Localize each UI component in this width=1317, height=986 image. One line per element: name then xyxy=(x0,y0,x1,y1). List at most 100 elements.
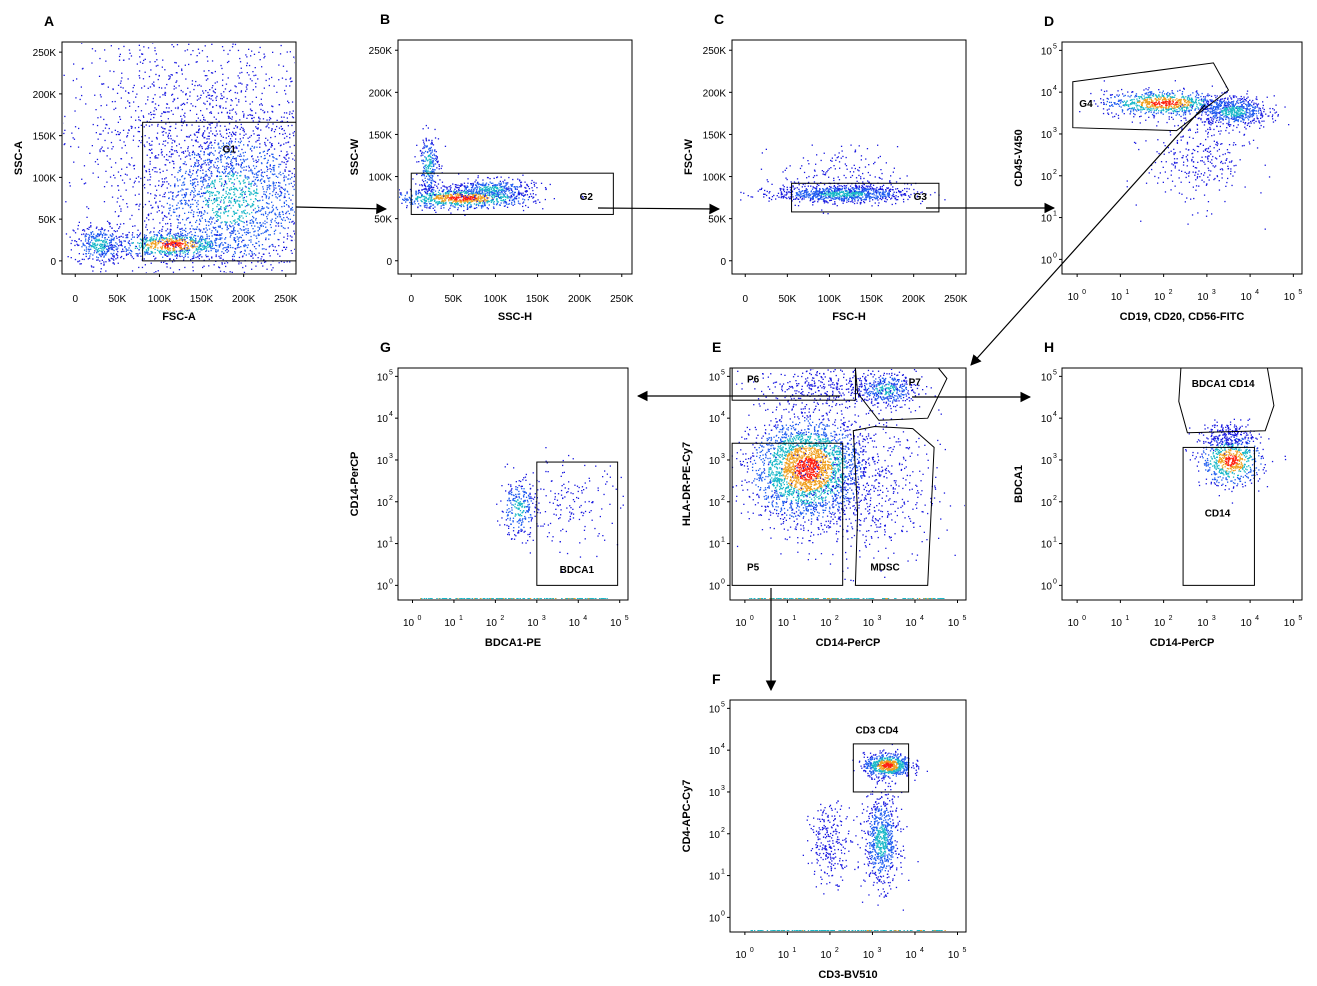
y-axis-label: FSC-W xyxy=(683,138,695,175)
x-tick-label: 10 xyxy=(778,950,790,961)
x-tick-label: 10 xyxy=(905,950,917,961)
cell-population xyxy=(65,220,134,272)
x-tick-label: 10 xyxy=(1154,618,1166,629)
cell-population xyxy=(1188,418,1262,455)
y-tick-label: 10 xyxy=(1041,372,1053,383)
gate-cd3-cd4: CD3 CD4 xyxy=(852,725,910,793)
panel-a: A 0 50K 100K 150K 200K 250K 0 50K 100K 150K 200K 250… xyxy=(13,13,298,323)
y-tick-exponent: 0 xyxy=(721,578,725,585)
x-tick-label: 10 xyxy=(610,618,622,629)
x-tick-exponent: 3 xyxy=(542,615,546,622)
panel-letter: C xyxy=(714,11,724,27)
cell-population xyxy=(857,764,919,911)
x-tick-label: 0 xyxy=(408,294,414,305)
x-tick-exponent: 4 xyxy=(1255,289,1259,296)
panel-d: D10 0 10 1 10 2 10 3 10 4 10 510 010 110 210 310 410 5CD1… xyxy=(1013,13,1303,323)
x-axis-ticks: 10 0 10 1 10 2 10 3 10 4 10 5 xyxy=(403,600,629,629)
x-tick-exponent: 4 xyxy=(920,615,924,622)
y-tick-exponent: 2 xyxy=(1053,169,1057,176)
cell-population xyxy=(849,369,928,412)
gate-label: G2 xyxy=(580,192,594,203)
y-tick-exponent: 3 xyxy=(389,453,393,460)
y-tick-label: 10 xyxy=(709,456,721,467)
x-tick-label: 10 xyxy=(1284,292,1296,303)
y-axis-label: BDCA1 xyxy=(1013,465,1025,503)
cell-population xyxy=(740,175,946,207)
y-tick-exponent: 3 xyxy=(1053,453,1057,460)
cell-population xyxy=(802,800,858,895)
y-tick-label: 10 xyxy=(709,913,721,924)
y-tick-exponent: 4 xyxy=(1053,411,1057,418)
y-tick-label: 10 xyxy=(1041,214,1053,225)
y-tick-label: 10 xyxy=(377,372,389,383)
x-tick-exponent: 2 xyxy=(835,615,839,622)
axis-pileup xyxy=(749,598,945,599)
x-tick-label: 0 xyxy=(742,294,748,305)
x-tick-label: 10 xyxy=(486,618,498,629)
y-tick-exponent: 2 xyxy=(721,495,725,502)
x-axis-label: CD19, CD20, CD56-FITC xyxy=(1120,311,1245,323)
x-tick-label: 100K xyxy=(818,294,842,305)
x-tick-exponent: 5 xyxy=(962,947,966,954)
x-tick-exponent: 1 xyxy=(1125,615,1129,622)
x-tick-label: 250K xyxy=(274,294,298,305)
event-dots xyxy=(1185,418,1287,504)
x-tick-label: 10 xyxy=(778,618,790,629)
gate-label: P5 xyxy=(747,563,760,574)
y-tick-label: 10 xyxy=(1041,255,1053,266)
x-tick-label: 10 xyxy=(1111,618,1123,629)
x-tick-exponent: 5 xyxy=(1298,615,1302,622)
x-tick-exponent: 4 xyxy=(1255,615,1259,622)
plot-frame xyxy=(731,39,967,275)
y-tick-exponent: 0 xyxy=(1053,578,1057,585)
x-tick-label: 10 xyxy=(948,950,960,961)
x-tick-exponent: 0 xyxy=(1082,615,1086,622)
y-tick-label: 10 xyxy=(709,540,721,551)
cell-population xyxy=(63,43,295,273)
x-tick-label: 50K xyxy=(778,294,796,305)
x-tick-exponent: 5 xyxy=(962,615,966,622)
y-tick-label: 10 xyxy=(709,581,721,592)
gate-p6: P6 xyxy=(731,367,856,401)
y-tick-exponent: 5 xyxy=(721,701,725,708)
x-tick-exponent: 3 xyxy=(877,947,881,954)
x-tick-label: 10 xyxy=(820,618,832,629)
gate-cd14: CD14 xyxy=(1182,446,1255,586)
x-tick-exponent: 4 xyxy=(920,947,924,954)
panel-letter: D xyxy=(1044,13,1054,29)
x-tick-label: 10 xyxy=(1197,292,1209,303)
y-tick-exponent: 4 xyxy=(721,411,725,418)
panel-c: C 0 50K 100K 150K 200K 250K 0 50K 100K 150K 200K 250… xyxy=(683,11,968,323)
x-tick-label: 250K xyxy=(944,294,968,305)
x-axis-label: SSC-H xyxy=(498,311,532,323)
x-tick-label: 250K xyxy=(610,294,634,305)
y-tick-exponent: 1 xyxy=(721,537,725,544)
y-tick-label: 250K xyxy=(33,48,57,59)
gate-g1: G1 xyxy=(142,121,297,262)
y-tick-label: 0 xyxy=(720,257,726,268)
y-tick-label: 200K xyxy=(369,88,393,99)
y-axis-label: SSC-W xyxy=(349,138,361,175)
x-axis-ticks: 0 50K 100K 150K 200K 250K xyxy=(408,274,634,305)
y-tick-label: 10 xyxy=(709,704,721,715)
y-tick-exponent: 5 xyxy=(1053,369,1057,376)
x-tick-exponent: 0 xyxy=(1082,289,1086,296)
y-tick-label: 10 xyxy=(377,498,389,509)
y-tick-exponent: 5 xyxy=(1053,43,1057,50)
plot-frame xyxy=(397,39,633,275)
x-axis-label: CD3-BV510 xyxy=(818,969,877,981)
cell-population xyxy=(440,172,551,204)
x-tick-exponent: 5 xyxy=(625,615,629,622)
y-tick-exponent: 0 xyxy=(1053,252,1057,259)
event-dots xyxy=(1079,80,1290,230)
cell-population xyxy=(731,385,907,555)
x-tick-label: 10 xyxy=(569,618,581,629)
y-tick-label: 10 xyxy=(709,414,721,425)
gate-mdsc: MDSC xyxy=(852,425,935,586)
y-tick-label: 200K xyxy=(33,90,57,101)
y-tick-label: 10 xyxy=(1041,130,1053,141)
y-tick-exponent: 4 xyxy=(389,411,393,418)
